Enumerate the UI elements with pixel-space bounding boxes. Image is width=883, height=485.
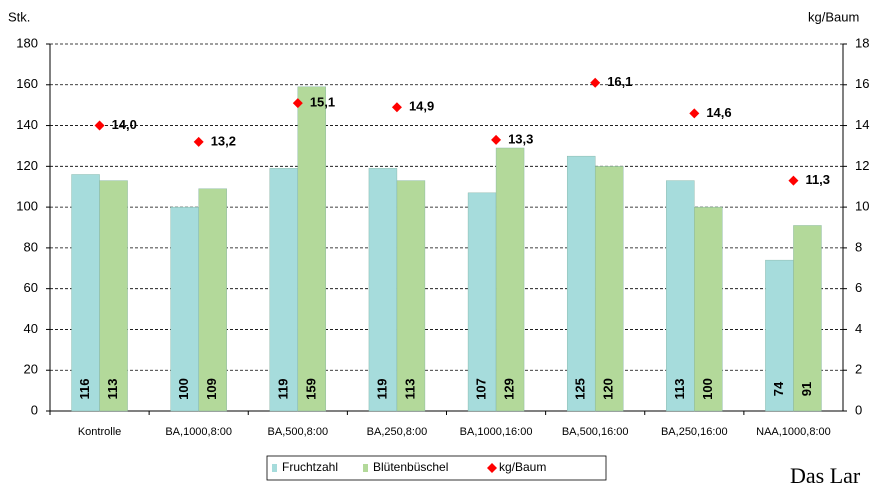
bar: [198, 188, 227, 412]
marker: [491, 134, 502, 145]
bar: [297, 86, 327, 412]
legend-swatch: [363, 464, 368, 472]
bar: [71, 174, 100, 412]
x-tick-label: BA,500,16:00: [562, 426, 629, 438]
y-tick-label: 80: [24, 239, 38, 254]
marker: [590, 77, 601, 88]
data-label: 16,1: [607, 74, 632, 89]
data-label: 13,3: [508, 131, 533, 146]
bar-value-label: 119: [374, 379, 389, 400]
bar: [566, 155, 596, 412]
logo-text: Das Lar: [790, 463, 861, 485]
bar-value-label: 120: [601, 378, 616, 400]
bar-value-label: 113: [105, 379, 120, 400]
bar-value-label: 119: [275, 379, 290, 400]
bar: [467, 192, 497, 412]
y2-tick-label: 4: [855, 321, 862, 336]
legend-swatch: [487, 463, 497, 473]
bar: [170, 206, 199, 412]
legend-swatch: [272, 464, 277, 472]
marker: [292, 98, 303, 109]
y-tick-label: 160: [16, 76, 38, 91]
bar: [368, 168, 398, 412]
marker: [689, 108, 700, 119]
marker: [788, 175, 799, 186]
bar-value-label: 159: [303, 378, 318, 400]
data-label: 11,3: [805, 172, 830, 187]
y2-axis-label: kg/Baum: [808, 9, 859, 24]
y-tick-label: 100: [16, 199, 38, 214]
data-label: 14,9: [409, 99, 434, 114]
bar-value-label: 116: [77, 379, 92, 400]
bar-value-label: 113: [402, 379, 417, 400]
y-tick-label: 40: [24, 321, 38, 336]
y2-tick-label: 0: [855, 402, 862, 417]
y-tick-label: 140: [16, 117, 38, 132]
y-tick-label: 20: [24, 362, 38, 377]
y2-tick-label: 14: [855, 117, 869, 132]
bar-value-label: 129: [502, 378, 517, 400]
y2-tick-label: 18: [855, 35, 869, 50]
marker: [391, 102, 402, 113]
bar: [99, 180, 128, 412]
bar: [396, 180, 426, 412]
bar: [594, 166, 624, 412]
bar: [765, 259, 794, 412]
bar-value-label: 125: [573, 378, 588, 400]
bar: [269, 168, 299, 412]
y-tick-label: 60: [24, 280, 38, 295]
bar-value-label: 100: [176, 378, 191, 400]
x-tick-label: BA,1000,16:00: [460, 426, 533, 438]
data-label: 14,6: [706, 105, 731, 120]
data-label: 13,2: [211, 133, 236, 148]
y2-tick-label: 2: [855, 362, 862, 377]
data-label: 15,1: [310, 95, 335, 110]
legend-box: [266, 455, 607, 481]
y2-tick-label: 6: [855, 280, 862, 295]
legend-label: Fruchtzahl: [282, 460, 338, 474]
bar: [666, 180, 695, 412]
marker: [94, 120, 105, 131]
y-tick-label: 0: [31, 402, 38, 417]
y2-tick-label: 10: [855, 199, 869, 214]
marker: [193, 136, 204, 147]
bar: [793, 225, 822, 412]
legend-label: Blütenbüschel: [373, 460, 448, 474]
bar-value-label: 109: [204, 378, 219, 400]
bar-value-label: 74: [771, 381, 786, 396]
x-tick-label: Kontrolle: [78, 426, 121, 438]
bar: [694, 206, 723, 412]
bar-value-label: 113: [672, 379, 687, 400]
bar-value-label: 91: [799, 382, 814, 396]
x-tick-label: BA,250,8:00: [367, 426, 428, 438]
x-tick-label: NAA,1000,8:00: [756, 426, 831, 438]
legend-label: kg/Baum: [499, 460, 546, 474]
x-tick-label: BA,1000,8:00: [165, 426, 232, 438]
bar: [495, 147, 525, 412]
y-tick-label: 180: [16, 35, 38, 50]
x-tick-label: BA,500,8:00: [268, 426, 329, 438]
bar-value-label: 100: [700, 378, 715, 400]
x-tick-label: BA,250,16:00: [661, 426, 728, 438]
data-label: 14,0: [112, 117, 137, 132]
y2-tick-label: 8: [855, 239, 862, 254]
y-tick-label: 120: [16, 158, 38, 173]
bar-value-label: 107: [474, 378, 489, 400]
y2-tick-label: 16: [855, 76, 869, 91]
y2-tick-label: 12: [855, 158, 869, 173]
y-axis-label: Stk.: [8, 9, 30, 24]
